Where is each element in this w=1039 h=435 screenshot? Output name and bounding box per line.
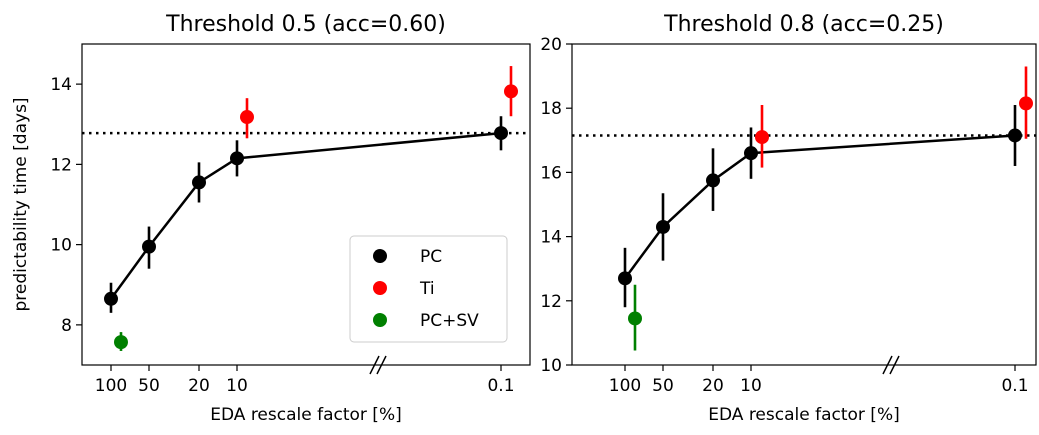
- chart-title: Threshold 0.8 (acc=0.25): [663, 12, 944, 37]
- chart-title: Threshold 0.5 (acc=0.60): [165, 12, 446, 37]
- series-pc: [104, 116, 508, 313]
- axis-break-slash: [369, 355, 380, 375]
- data-point: [192, 175, 206, 190]
- data-point: [494, 126, 508, 141]
- x-tick-label: 50: [138, 376, 160, 396]
- legend-label: PC+SV: [420, 311, 479, 331]
- data-point: [744, 146, 758, 161]
- x-tick-label: 100: [95, 376, 127, 396]
- data-point: [628, 311, 642, 326]
- data-point: [240, 110, 254, 125]
- y-tick-label: 20: [540, 35, 562, 55]
- axis-break-mark: [369, 355, 387, 375]
- data-point: [104, 291, 118, 306]
- panel-2: Threshold 0.8 (acc=0.25) 10 12 14 16 18 20 100 5…: [540, 12, 1037, 425]
- axis-break-slash: [889, 355, 900, 375]
- series-pc-sv: [114, 332, 128, 351]
- y-tick-label: 8: [61, 316, 72, 336]
- axis-break-mark: [882, 355, 900, 375]
- data-point: [114, 335, 128, 350]
- y-tick-label: 10: [50, 236, 72, 256]
- y-tick-label: 12: [50, 155, 72, 175]
- data-point: [755, 130, 769, 145]
- x-tick-label: 20: [188, 376, 210, 396]
- series-pc: [618, 104, 1022, 308]
- legend-label: Ti: [419, 279, 435, 299]
- data-point: [504, 84, 518, 99]
- x-tick-label: 100: [609, 376, 641, 396]
- series-ti: [755, 66, 1033, 168]
- x-tick-label: 50: [652, 376, 674, 396]
- series-line: [623, 134, 1016, 280]
- y-tick-label: 12: [540, 292, 562, 312]
- x-axis-label: EDA rescale factor [%]: [210, 405, 401, 425]
- series-ti: [240, 66, 518, 139]
- x-tick-label: 10: [740, 376, 762, 396]
- legend-marker: [373, 281, 387, 295]
- axes-frame: [571, 43, 1037, 366]
- x-tick-label: 0.1: [487, 376, 514, 396]
- y-axis-label: predictability time [days]: [11, 97, 31, 311]
- legend: PC Ti PC+SV: [349, 235, 508, 343]
- legend-frame: [349, 235, 508, 343]
- legend-marker: [373, 249, 387, 263]
- data-point: [1019, 96, 1033, 111]
- data-point: [656, 219, 670, 234]
- legend-marker: [373, 313, 387, 327]
- data-point: [230, 151, 244, 166]
- data-point: [142, 239, 156, 254]
- data-point: [1008, 128, 1022, 143]
- data-point: [618, 271, 632, 286]
- y-tick-label: 14: [50, 75, 72, 95]
- x-tick-label: 0.1: [1001, 376, 1028, 396]
- x-tick-label: 10: [226, 376, 248, 396]
- x-tick-label: 20: [702, 376, 724, 396]
- legend-label: PC: [420, 247, 442, 267]
- y-tick-label: 10: [540, 356, 562, 376]
- y-tick-label: 14: [540, 228, 562, 248]
- axis-break-slash: [376, 355, 387, 375]
- series-pc-sv: [628, 284, 642, 351]
- y-tick-label: 18: [540, 99, 562, 119]
- y-tick-label: 16: [540, 163, 562, 183]
- axes-frame: [81, 43, 531, 366]
- axis-break-slash: [882, 355, 893, 375]
- x-axis-label: EDA rescale factor [%]: [708, 405, 899, 425]
- data-point: [706, 173, 720, 188]
- panel-1: Threshold 0.5 (acc=0.60) 8 10 12 14 100 50 20 10…: [11, 12, 531, 425]
